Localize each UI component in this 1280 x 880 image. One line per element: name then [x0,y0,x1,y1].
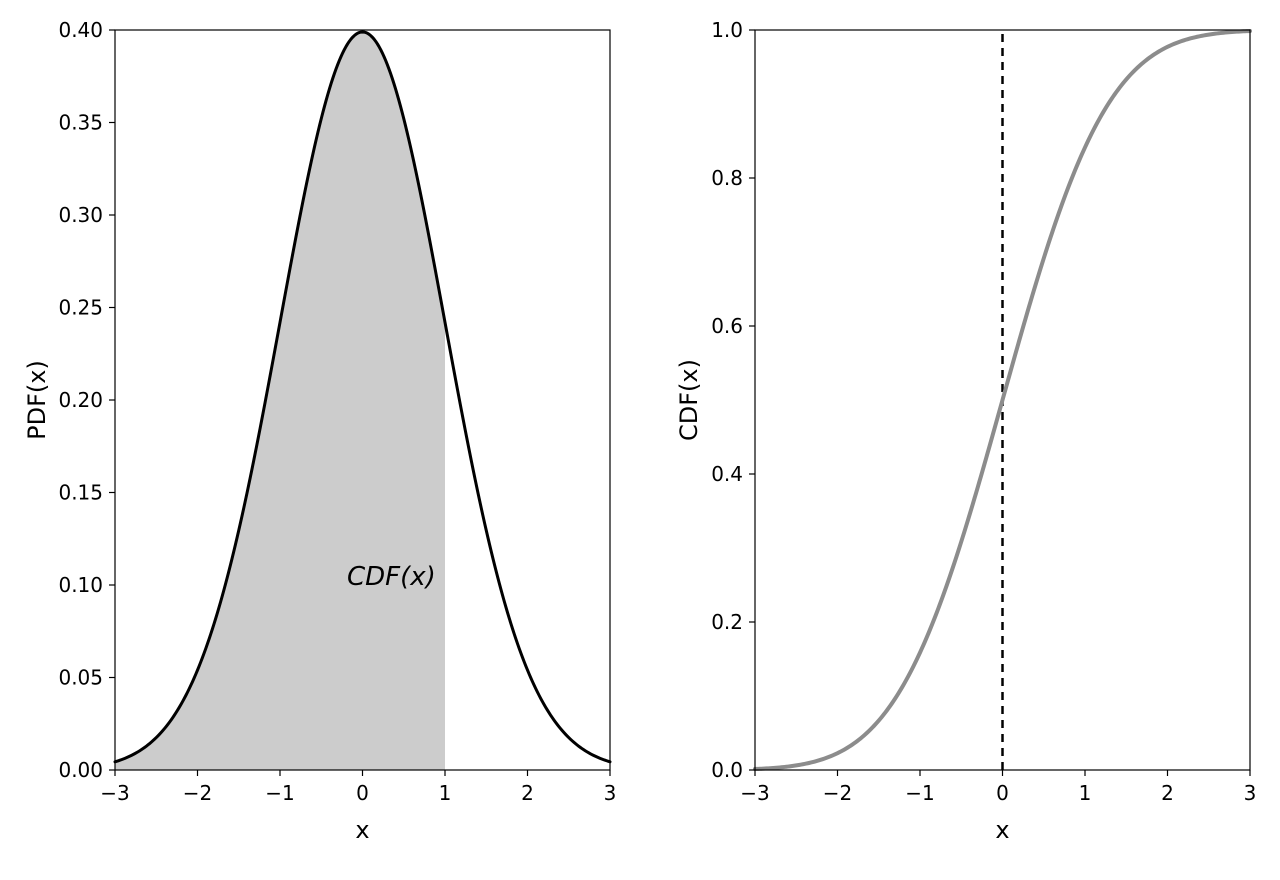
pdf-ylabel: PDF(x) [23,360,51,440]
cdf-curve [755,31,1250,769]
x-tick-label: −2 [183,781,212,805]
cdf-chart: −3 −2 −1 0 1 2 3 0.0 0.2 0.4 0.6 0.8 1.0 x CDF(x) [675,18,1256,844]
x-tick-label: −1 [265,781,294,805]
y-tick-label: 0.2 [711,610,743,634]
x-tick-label: 3 [604,781,617,805]
y-tick-label: 0.6 [711,314,743,338]
x-tick-label: 0 [996,781,1009,805]
cdf-ylabel: CDF(x) [675,359,703,441]
pdf-xlabel: x [355,816,369,844]
y-tick-label: 0.30 [58,203,103,227]
pdf-fill-region [115,32,445,770]
y-tick-label: 0.00 [58,758,103,782]
y-tick-label: 0.4 [711,462,743,486]
y-tick-label: 0.25 [58,296,103,320]
y-tick-label: 0.15 [58,481,103,505]
y-tick-label: 0.10 [58,573,103,597]
y-tick-label: 1.0 [711,18,743,42]
x-tick-label: −1 [905,781,934,805]
x-tick-label: −3 [100,781,129,805]
x-tick-label: −3 [740,781,769,805]
y-tick-label: 0.35 [58,111,103,135]
figure-container: −3−2−101230.000.050.100.150.200.250.300.… [0,0,1280,880]
x-tick-label: −2 [823,781,852,805]
figure-svg: −3−2−101230.000.050.100.150.200.250.300.… [0,0,1280,880]
cdf-xlabel: x [995,816,1009,844]
x-tick-label: 1 [439,781,452,805]
x-tick-label: 2 [521,781,534,805]
y-tick-label: 0.20 [58,388,103,412]
y-tick-label: 0.05 [58,666,103,690]
x-tick-label: 2 [1161,781,1174,805]
x-tick-label: 0 [356,781,369,805]
x-tick-label: 1 [1079,781,1092,805]
pdf-annotation: CDF(x) [347,562,436,592]
y-tick-label: 0.40 [58,18,103,42]
y-tick-label: 0.8 [711,166,743,190]
y-tick-label: 0.0 [711,758,743,782]
pdf-chart: −3 −2 −1 0 1 2 3 0.00 0.05 0.10 0.15 0.20 0.25 0.30 0.… [23,18,616,844]
x-tick-label: 3 [1244,781,1257,805]
